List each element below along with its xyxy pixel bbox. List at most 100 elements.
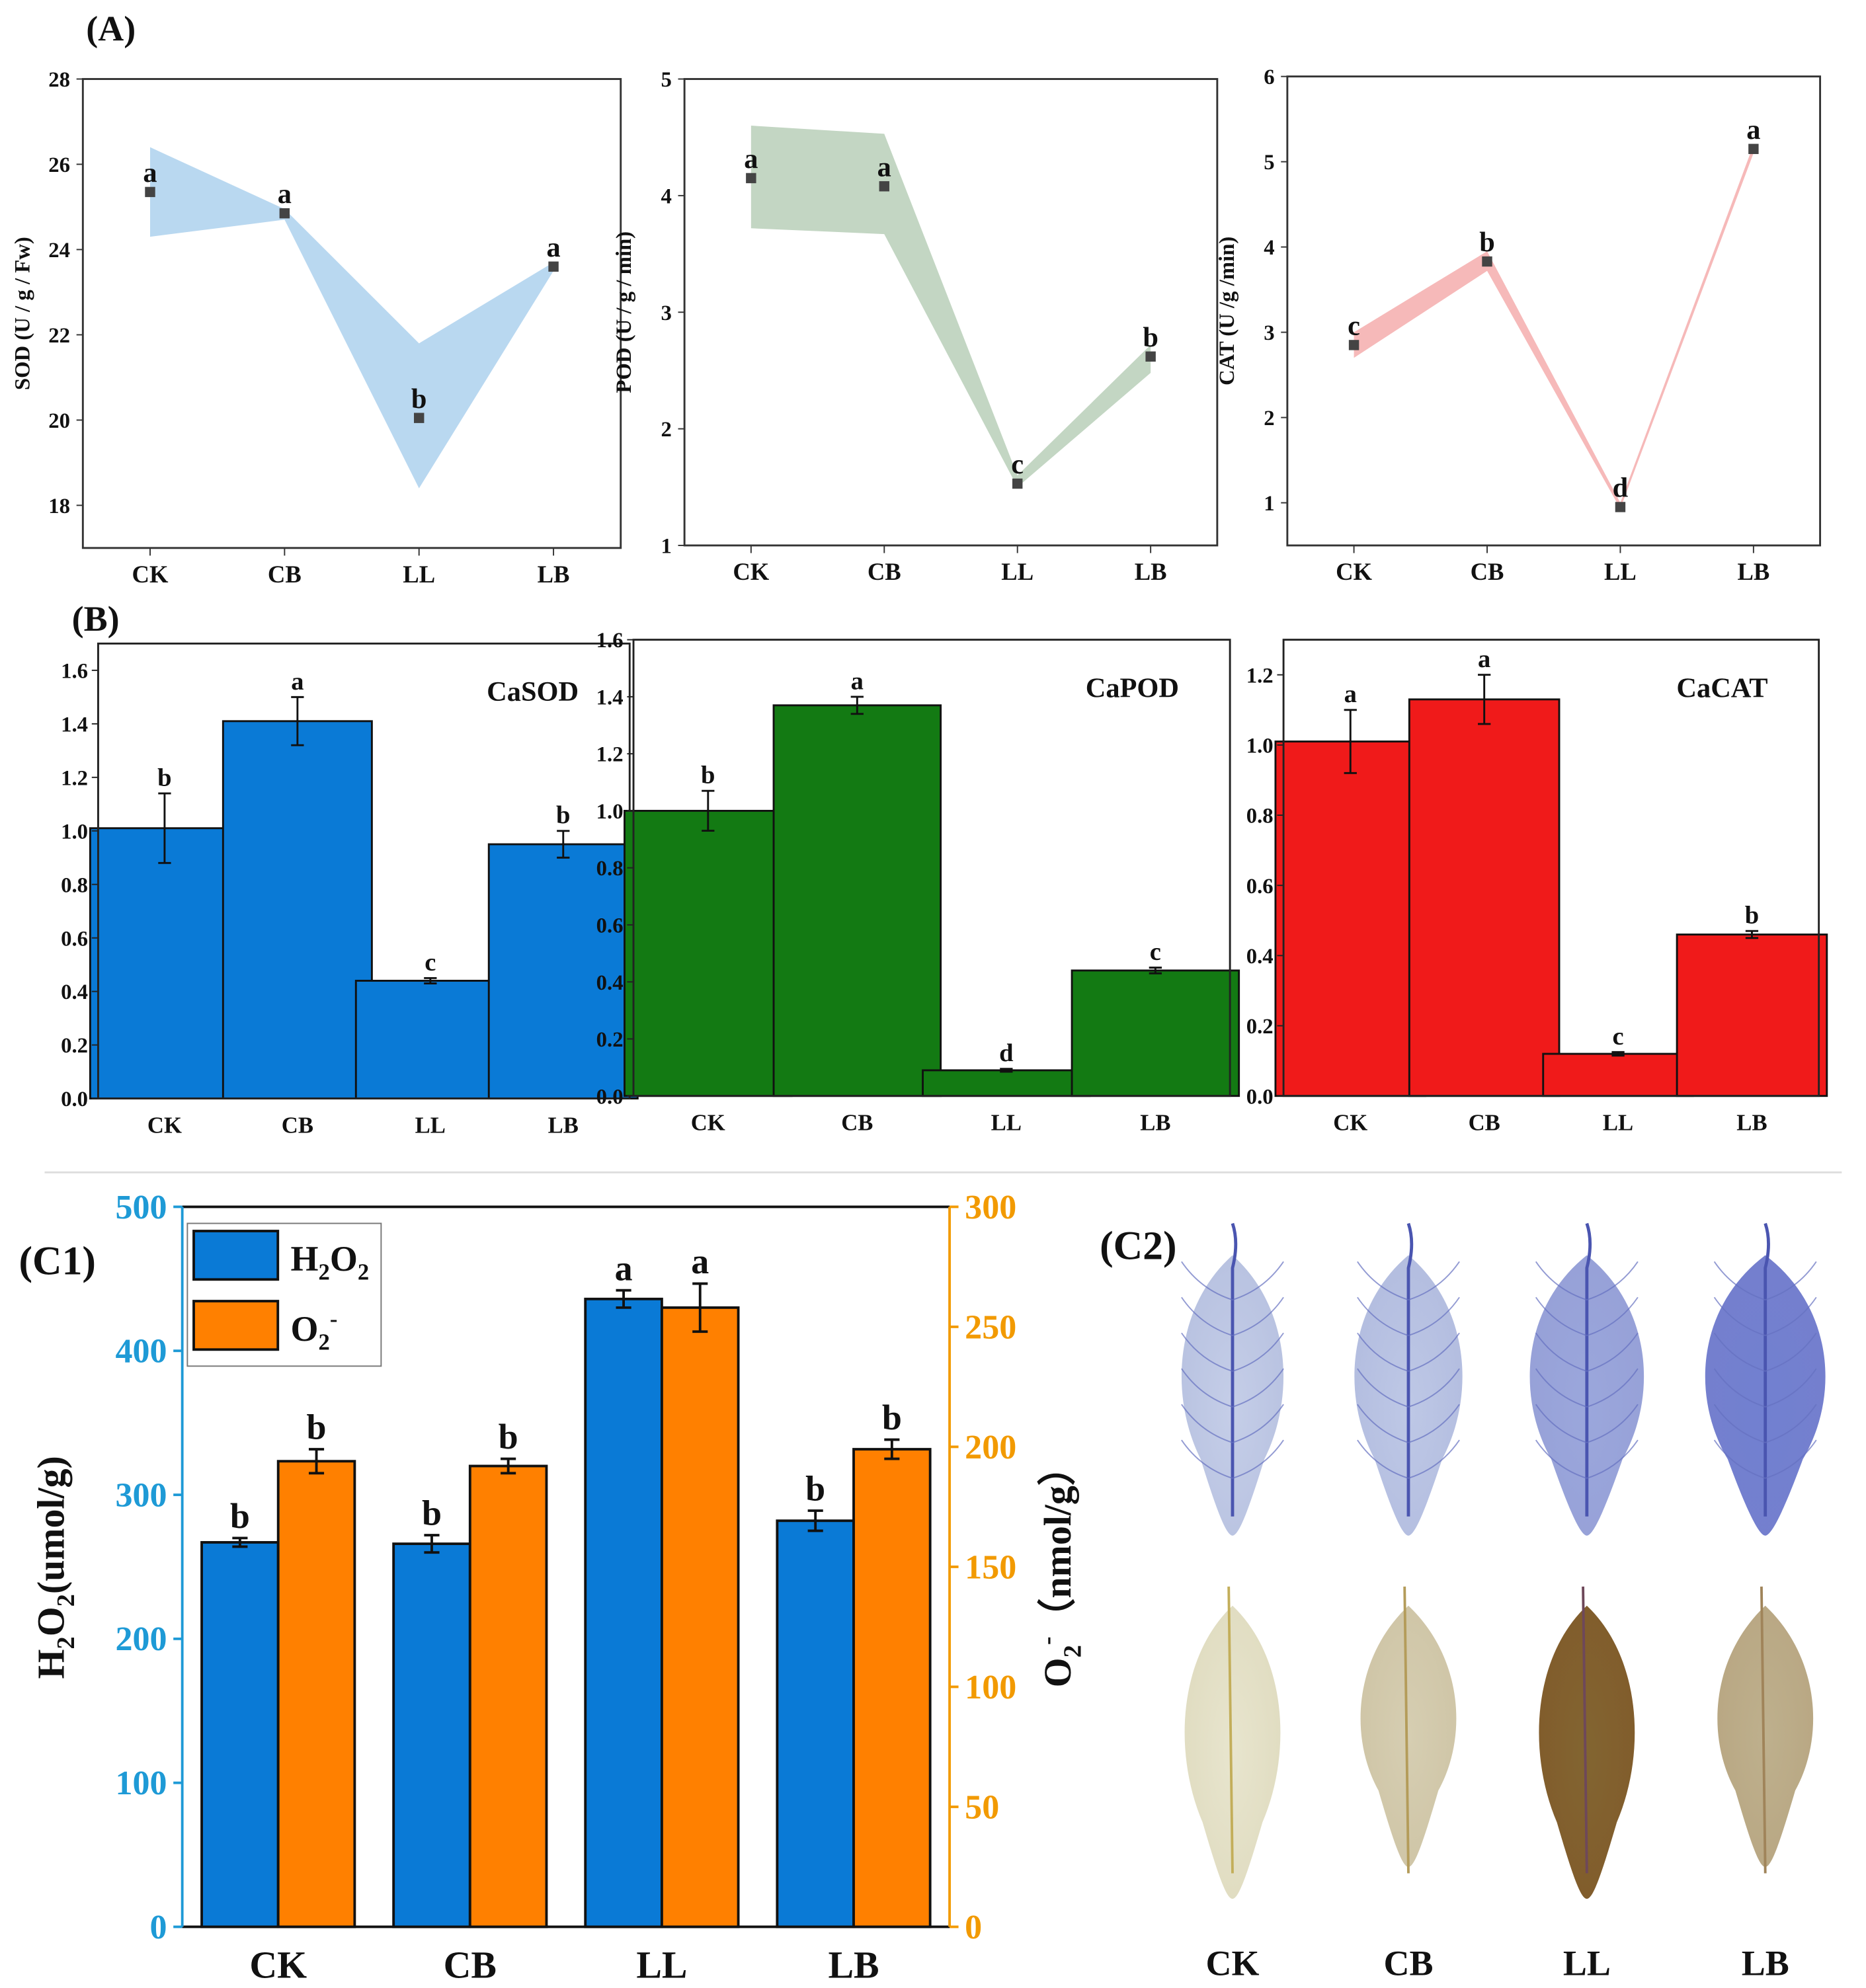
y-tick-label: 4 — [1264, 236, 1274, 260]
x-tick-label: CK — [1333, 1110, 1367, 1136]
leaf-vein — [1535, 1332, 1588, 1372]
bar-o2 — [468, 1464, 548, 1928]
leaf-vein — [1357, 1368, 1409, 1408]
dab-stained-leaf — [1717, 1586, 1814, 1874]
leaf-shape — [1717, 1605, 1814, 1867]
right-y-tick-label: 150 — [965, 1548, 1016, 1586]
leaf-vein — [1535, 1368, 1588, 1408]
significance-letter: a — [691, 1242, 709, 1281]
significance-letter: b — [307, 1408, 327, 1447]
left-y-axis-label: H2O2(umol/g) — [29, 1456, 79, 1679]
x-tick-label: LL — [1001, 558, 1034, 585]
legend: H2O2 O2- — [186, 1222, 382, 1367]
y-tick-label: 3 — [661, 301, 671, 325]
significance-letter: b — [499, 1417, 518, 1456]
y-tick-label: 0.8 — [1246, 805, 1274, 828]
left-y-tick-label: 0 — [150, 1909, 167, 1946]
leaf-midrib — [1406, 1222, 1414, 1517]
right-y-tick-label: 250 — [965, 1308, 1016, 1346]
significance-letter: c — [425, 949, 436, 976]
bar — [1542, 1053, 1694, 1097]
x-tick-label: CB — [444, 1944, 497, 1987]
x-tick-label: CB — [268, 561, 302, 588]
significance-letter: b — [805, 1469, 825, 1509]
y-tick-label: 0.2 — [596, 1028, 624, 1052]
leaf-vein — [1713, 1439, 1765, 1479]
chart-title: CaPOD — [1086, 672, 1179, 703]
significance-letter: a — [615, 1248, 633, 1288]
y-axis-label: POD (U / g / min) — [612, 231, 636, 393]
y-tick-label: 24 — [48, 239, 70, 262]
data-point — [1145, 351, 1156, 362]
y-tick-label: 1.0 — [596, 800, 624, 824]
leaf-vein — [1535, 1439, 1588, 1479]
bar — [922, 1069, 1091, 1097]
left-y-tick-label: 100 — [115, 1765, 167, 1802]
significance-letter: b — [230, 1496, 250, 1536]
x-tick-label: LB — [1737, 558, 1769, 585]
y-tick-label: 20 — [48, 409, 70, 433]
significance-letter: b — [701, 762, 715, 789]
leaf-vein — [1765, 1439, 1817, 1479]
y-tick-label: 0.6 — [596, 914, 624, 937]
y-tick-label: 18 — [48, 495, 70, 518]
right-y-tick-label: 50 — [965, 1788, 999, 1826]
y-tick-label: 5 — [1264, 151, 1274, 175]
bar — [354, 980, 506, 1100]
data-point — [746, 173, 756, 184]
leaf-shape — [1184, 1605, 1281, 1899]
y-tick-label: 1.6 — [61, 659, 88, 683]
x-tick-label: CK — [1336, 558, 1372, 585]
leaf-midrib — [1760, 1586, 1767, 1874]
dab-stained-leaf — [1539, 1586, 1635, 1899]
y-axis-label: SOD (U / g / Fw) — [11, 237, 34, 390]
data-point — [145, 186, 155, 198]
significance-letter: a — [851, 667, 864, 695]
y-tick-label: 1.0 — [61, 820, 88, 844]
significance-letter: b — [556, 801, 570, 829]
y-tick-label: 1 — [1264, 492, 1274, 516]
error-band — [1354, 144, 1754, 509]
leaf-vein — [1408, 1261, 1460, 1301]
y-tick-label: 1.6 — [596, 629, 624, 653]
y-tick-label: 1.4 — [61, 713, 88, 736]
x-tick-label: LB — [828, 1944, 879, 1987]
bar-o2 — [276, 1460, 356, 1928]
bar — [772, 704, 942, 1097]
x-tick-label: LB — [538, 561, 570, 588]
nbt-stained-leaf — [1529, 1222, 1644, 1536]
x-tick-label: LB — [548, 1113, 579, 1138]
significance-letter: b — [882, 1398, 902, 1437]
bar-o2 — [852, 1448, 932, 1928]
right-y-axis-label: O2-（nmol/g） — [1034, 1447, 1087, 1687]
leaf-midrib — [1231, 1222, 1238, 1517]
panel-label: (A) — [86, 9, 136, 49]
panel-label: (C1) — [19, 1239, 96, 1284]
y-tick-label: 0.4 — [596, 971, 624, 995]
leaf-vein — [1181, 1261, 1233, 1301]
chart-title: CaCAT — [1676, 672, 1767, 703]
leaf-vein — [1357, 1332, 1409, 1372]
chart-title: CaSOD — [487, 676, 579, 707]
leaf-vein — [1357, 1404, 1409, 1443]
leaf-shape — [1360, 1605, 1457, 1867]
y-tick-label: 0.2 — [61, 1034, 88, 1058]
x-tick-label: CB — [1469, 1110, 1500, 1136]
leaf-vein — [1181, 1439, 1233, 1479]
leaf-vein — [1765, 1404, 1817, 1443]
y-tick-label: 0.6 — [61, 927, 88, 951]
right-y-tick-label: 0 — [965, 1909, 982, 1946]
significance-letter: b — [157, 764, 171, 792]
data-point — [879, 181, 889, 192]
bar-h2o2 — [776, 1519, 855, 1928]
leaf-vein — [1232, 1332, 1284, 1372]
legend-swatch-h2o2 — [192, 1230, 280, 1281]
significance-letter: b — [422, 1493, 442, 1533]
data-point — [1615, 502, 1626, 512]
y-tick-label: 28 — [48, 68, 70, 92]
data-point — [1482, 256, 1492, 267]
bar-h2o2 — [392, 1542, 471, 1928]
left-y-tick-label: 300 — [115, 1476, 167, 1514]
x-tick-label: LL — [403, 561, 435, 588]
